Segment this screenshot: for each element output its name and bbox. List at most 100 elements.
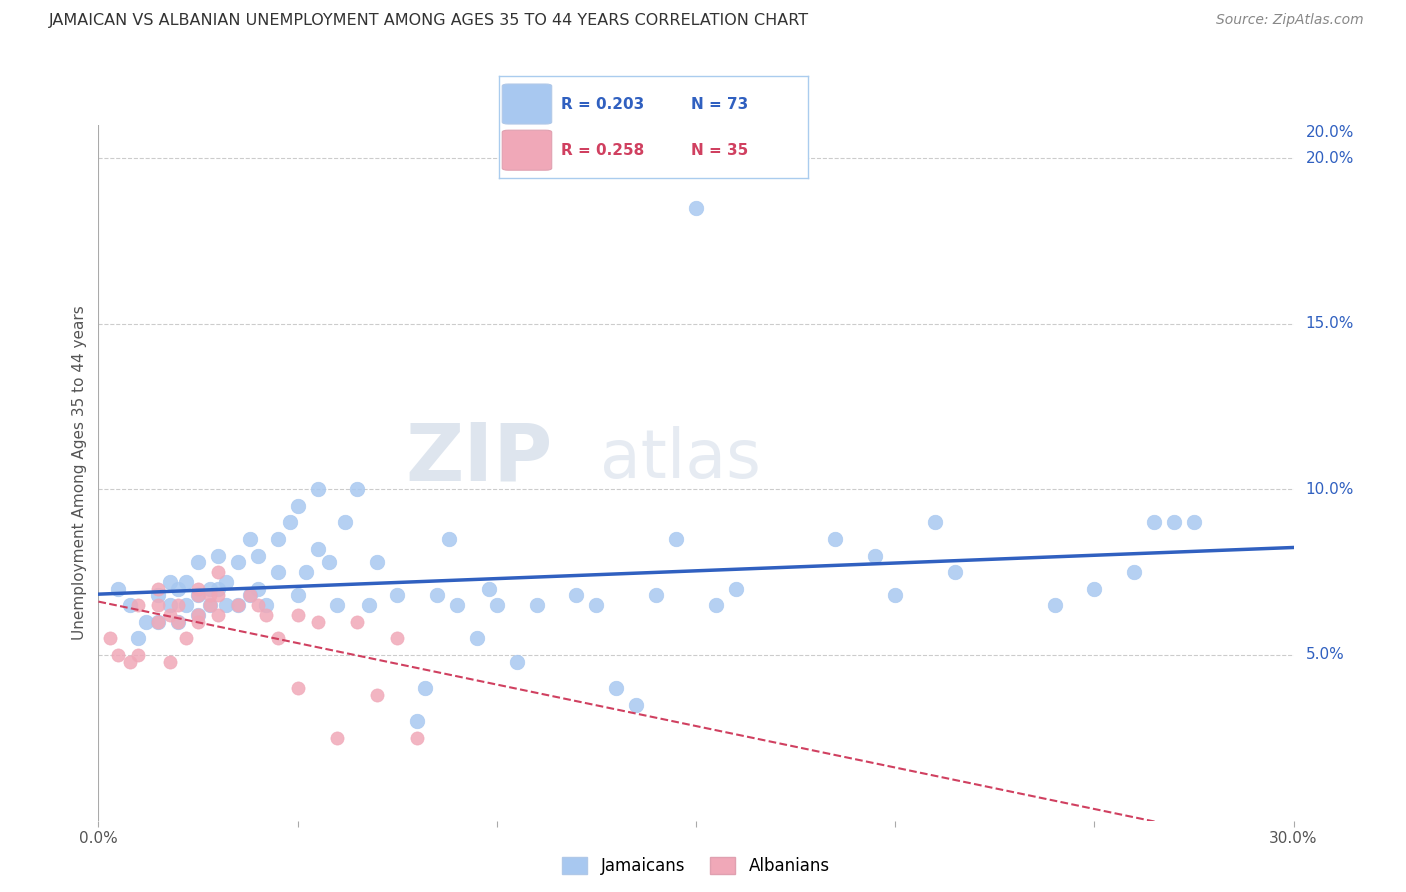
Point (120, 655, 142, 669)
Point (565, 588, 588, 602)
Legend: Jamaicans, Albanians: Jamaicans, Albanians (555, 850, 837, 882)
Point (167, 615, 190, 629)
Point (127, 632, 149, 646)
Point (346, 615, 368, 629)
Point (665, 532, 688, 546)
Point (207, 588, 229, 602)
Point (335, 516, 357, 530)
Point (294, 565, 316, 579)
Point (506, 655, 529, 669)
Point (207, 608, 229, 623)
Point (226, 599, 249, 613)
Point (159, 599, 181, 613)
Point (159, 608, 181, 623)
Text: N = 73: N = 73 (690, 96, 748, 112)
Point (215, 599, 238, 613)
Text: R = 0.203: R = 0.203 (561, 96, 644, 112)
Point (159, 655, 181, 669)
Point (359, 599, 381, 613)
Point (585, 599, 607, 613)
Point (207, 549, 229, 563)
Point (135, 615, 157, 629)
Point (120, 599, 142, 613)
Point (624, 698, 647, 712)
Point (167, 615, 190, 629)
Point (685, 201, 707, 215)
Point (326, 731, 349, 745)
Point (465, 632, 488, 646)
Point (198, 588, 221, 602)
Point (107, 648, 129, 662)
Point (943, 565, 966, 579)
Point (174, 632, 197, 646)
Point (226, 555, 249, 569)
Point (863, 549, 886, 563)
Point (437, 532, 460, 546)
Point (406, 731, 429, 745)
Point (346, 483, 368, 497)
Text: 20.0%: 20.0% (1305, 151, 1354, 166)
Point (318, 555, 340, 569)
Text: JAMAICAN VS ALBANIAN UNEMPLOYMENT AMONG AGES 35 TO 44 YEARS CORRELATION CHART: JAMAICAN VS ALBANIAN UNEMPLOYMENT AMONG … (49, 13, 810, 29)
Point (385, 632, 409, 646)
Point (187, 608, 209, 623)
Point (148, 615, 170, 629)
Point (127, 599, 149, 613)
Point (724, 582, 747, 596)
Text: atlas: atlas (600, 425, 761, 491)
Point (254, 599, 277, 613)
Point (1143, 516, 1166, 530)
Point (246, 599, 269, 613)
Point (267, 532, 290, 546)
Text: 20.0%: 20.0% (1305, 125, 1354, 140)
Point (824, 532, 846, 546)
Point (198, 582, 221, 596)
Text: R = 0.258: R = 0.258 (561, 143, 644, 158)
Point (1043, 599, 1066, 613)
Point (645, 588, 668, 602)
Point (366, 688, 388, 702)
Point (366, 555, 388, 569)
Point (239, 532, 262, 546)
Point (148, 615, 170, 629)
Point (267, 632, 290, 646)
Point (239, 588, 262, 602)
Point (239, 588, 262, 602)
Point (98, 632, 122, 646)
Point (187, 615, 209, 629)
Point (307, 483, 329, 497)
Point (884, 588, 907, 602)
Point (485, 599, 508, 613)
FancyBboxPatch shape (502, 84, 551, 124)
Point (167, 582, 190, 596)
Point (174, 575, 197, 590)
Point (446, 599, 468, 613)
Point (246, 582, 269, 596)
Point (287, 499, 309, 513)
Point (174, 599, 197, 613)
Point (198, 599, 221, 613)
Text: N = 35: N = 35 (690, 143, 748, 158)
Point (307, 615, 329, 629)
Point (207, 582, 229, 596)
Point (1182, 516, 1205, 530)
Point (159, 575, 181, 590)
Text: Source: ZipAtlas.com: Source: ZipAtlas.com (1216, 13, 1364, 28)
Point (704, 599, 727, 613)
Point (605, 681, 627, 695)
Point (148, 588, 170, 602)
Point (127, 648, 149, 662)
Y-axis label: Unemployment Among Ages 35 to 44 years: Unemployment Among Ages 35 to 44 years (72, 305, 87, 640)
Text: ZIP: ZIP (405, 420, 553, 498)
Point (287, 681, 309, 695)
Point (246, 549, 269, 563)
Point (148, 582, 170, 596)
Point (1083, 582, 1105, 596)
Point (287, 588, 309, 602)
Point (215, 575, 238, 590)
Point (406, 714, 429, 729)
Point (187, 582, 209, 596)
Point (254, 608, 277, 623)
Point (226, 599, 249, 613)
Point (207, 565, 229, 579)
